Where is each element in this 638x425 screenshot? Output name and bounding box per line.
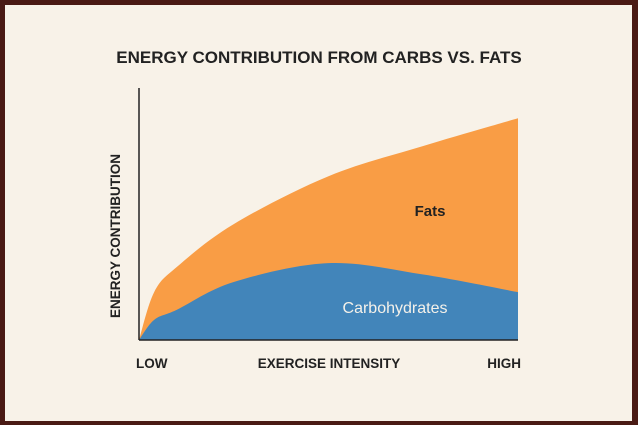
chart-frame: ENERGY CONTRIBUTION FROM CARBS VS. FATS …: [5, 5, 632, 421]
x-axis-label: EXERCISE INTENSITY: [258, 356, 401, 371]
y-axis-label: ENERGY CONTRIBUTION: [108, 154, 123, 318]
x-tick-low: LOW: [136, 356, 168, 371]
chart: ENERGY CONTRIBUTION FROM CARBS VS. FATS …: [108, 48, 522, 371]
x-tick-high: HIGH: [487, 356, 521, 371]
area-carbohydrates: [139, 263, 518, 340]
chart-title: ENERGY CONTRIBUTION FROM CARBS VS. FATS: [116, 48, 522, 67]
series-label-fats: Fats: [415, 203, 446, 220]
series-label-carbohydrates: Carbohydrates: [343, 300, 448, 317]
